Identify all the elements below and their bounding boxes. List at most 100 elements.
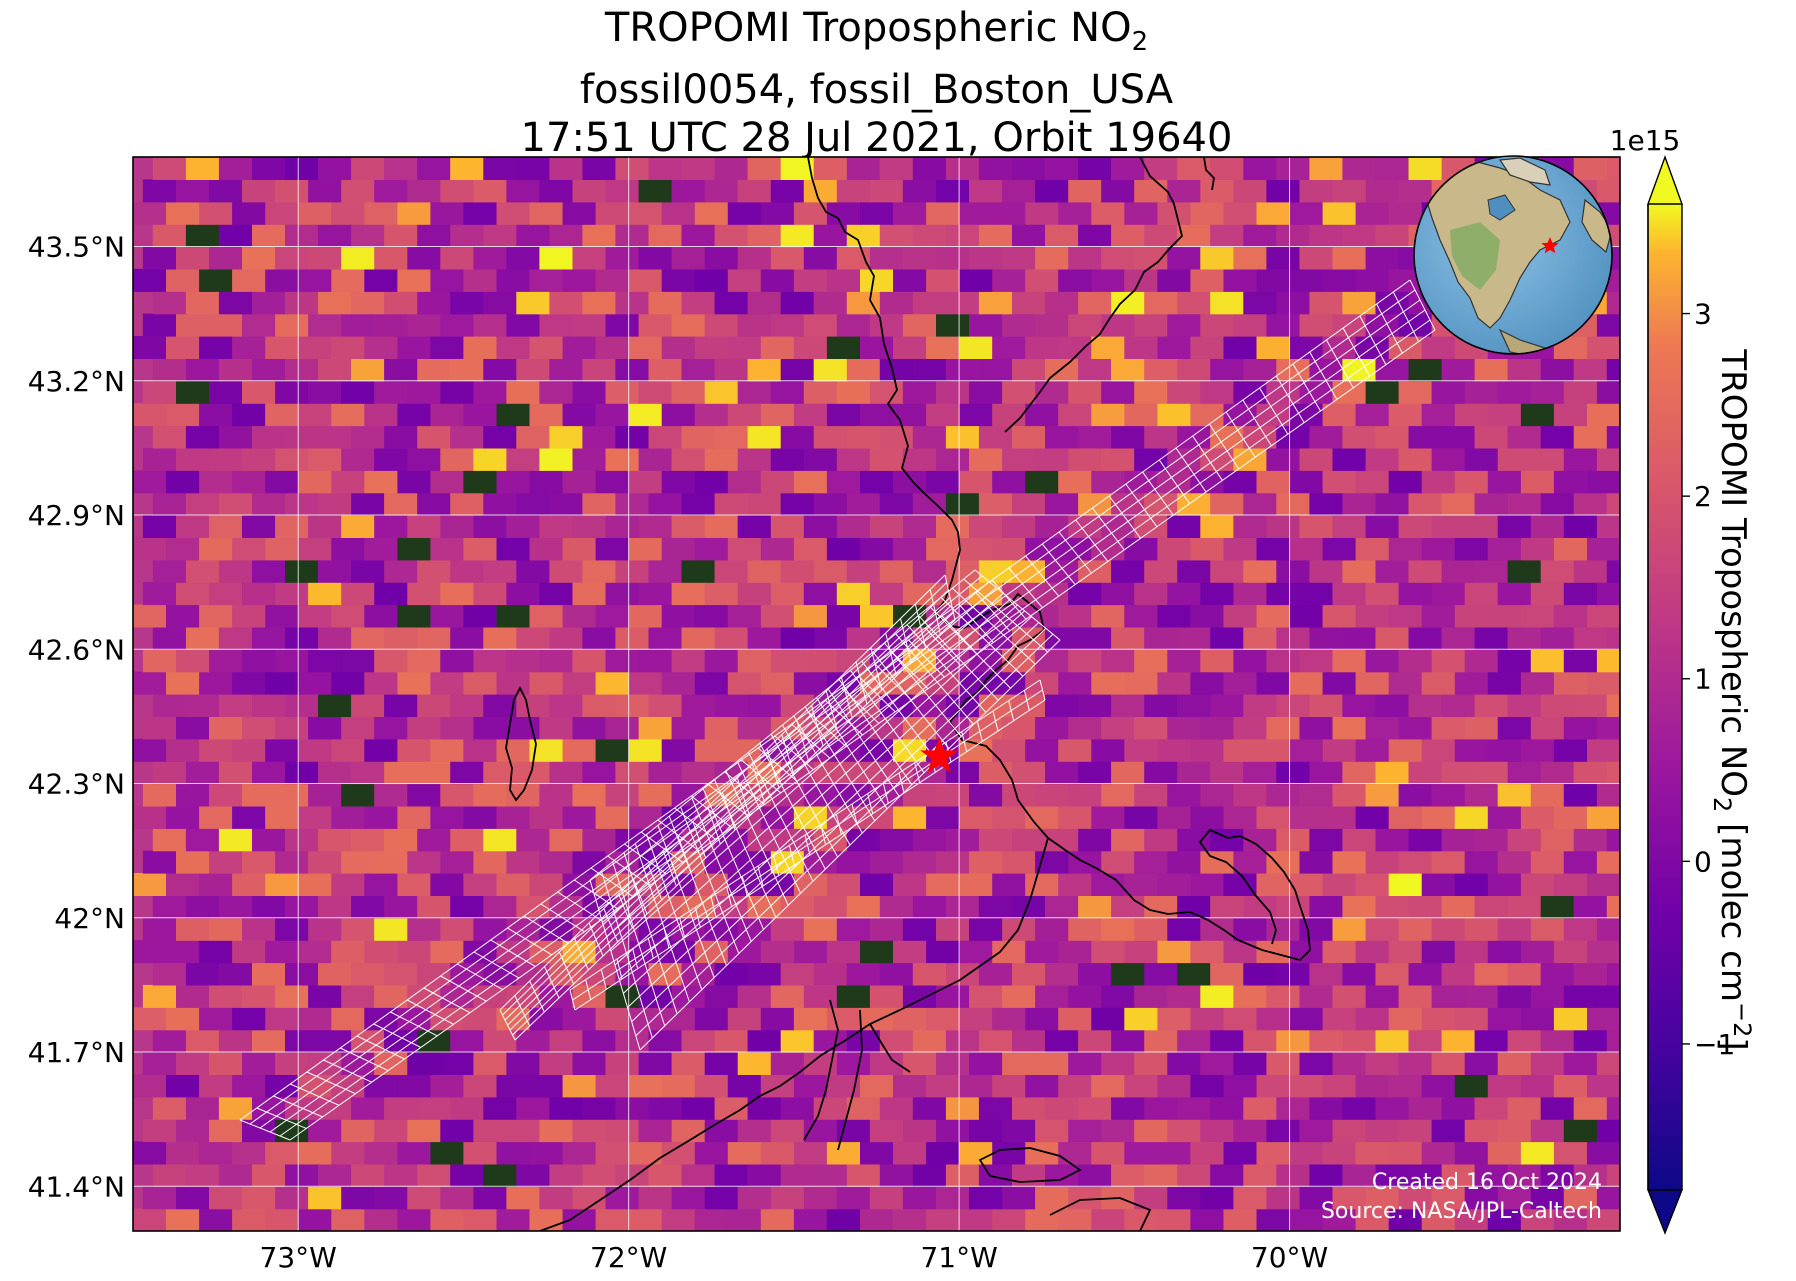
no2-pixel (1497, 716, 1532, 740)
globe-outline (1413, 155, 1613, 355)
no2-pixel (628, 470, 663, 494)
no2-pixel (1111, 828, 1145, 852)
no2-pixel (836, 1052, 871, 1075)
no2-pixel (661, 1074, 696, 1098)
no2-pixel (166, 201, 200, 225)
no2-pixel (450, 1096, 484, 1120)
no2-pixel (440, 716, 474, 740)
no2-pixel (549, 626, 583, 650)
no2-pixel (926, 1208, 960, 1231)
no2-pixel (959, 1007, 993, 1031)
no2-pixel (1144, 559, 1178, 583)
no2-pixel (1540, 358, 1575, 382)
no2-pixel (1553, 1208, 1588, 1231)
no2-pixel (417, 828, 451, 852)
no2-pixel (440, 783, 474, 807)
no2-pixel (252, 1096, 286, 1120)
no2-pixel (516, 291, 550, 315)
no2-pixel (252, 895, 286, 919)
no2-pixel (648, 425, 683, 449)
no2-pixel (936, 850, 970, 874)
no2-pixel (483, 559, 517, 583)
no2-pixel (1553, 1007, 1588, 1031)
no2-pixel (374, 112, 408, 135)
no2-pixel (318, 1029, 352, 1053)
no2-pixel (1540, 962, 1575, 986)
no2-pixel (275, 1119, 309, 1143)
no2-pixel (516, 694, 550, 717)
no2-pixel (285, 224, 319, 248)
no2-pixel (926, 268, 960, 292)
no2-pixel (959, 336, 993, 359)
no2-pixel (1157, 336, 1191, 359)
no2-pixel (176, 515, 210, 538)
no2-pixel (506, 313, 540, 337)
no2-pixel (242, 649, 276, 673)
no2-pixel (595, 268, 630, 292)
no2-pixel (1025, 201, 1059, 225)
no2-pixel (516, 224, 550, 248)
no2-pixel (463, 336, 497, 359)
no2-pixel (1223, 805, 1258, 829)
no2-pixel (770, 649, 805, 673)
no2-pixel (902, 783, 937, 807)
no2-pixel (1673, 157, 1707, 180)
no2-pixel (1045, 828, 1079, 852)
no2-pixel (846, 224, 881, 248)
no2-pixel (936, 246, 970, 270)
no2-pixel (737, 582, 772, 606)
no2-pixel (1012, 492, 1046, 516)
no2-pixel (440, 1052, 474, 1075)
no2-pixel (1398, 917, 1433, 941)
no2-pixel (1078, 224, 1112, 248)
no2-pixel (252, 962, 286, 986)
no2-pixel (1111, 1096, 1145, 1120)
no2-pixel (959, 738, 993, 762)
lat-tick-label: 42°N (54, 902, 125, 935)
no2-pixel (836, 582, 871, 606)
no2-pixel (615, 962, 649, 986)
no2-pixel (506, 917, 540, 941)
no2-pixel (252, 358, 286, 382)
no2-pixel (1553, 873, 1588, 896)
no2-pixel (1441, 828, 1476, 852)
colorbar-tick-label: −1 (1694, 1028, 1735, 1061)
no2-pixel (1243, 291, 1277, 315)
no2-pixel (506, 582, 540, 606)
no2-pixel (1375, 694, 1410, 717)
no2-pixel (860, 537, 894, 561)
no2-pixel (780, 1029, 815, 1053)
no2-pixel (539, 515, 573, 538)
no2-pixel (1587, 403, 1620, 427)
no2-pixel (407, 179, 441, 203)
no2-pixel (1366, 112, 1400, 135)
no2-pixel (496, 873, 531, 896)
no2-pixel (1190, 1007, 1224, 1031)
no2-pixel (803, 984, 838, 1008)
no2-pixel (1520, 157, 1555, 158)
no2-pixel (1035, 917, 1069, 941)
no2-pixel (1487, 604, 1522, 628)
no2-pixel (936, 447, 970, 471)
no2-pixel (826, 537, 861, 561)
no2-pixel (417, 291, 451, 315)
no2-pixel (1223, 336, 1258, 359)
no2-pixel (1002, 447, 1036, 471)
no2-pixel (133, 873, 167, 896)
no2-pixel (1408, 1096, 1443, 1120)
no2-pixel (1497, 1119, 1532, 1143)
no2-pixel (1441, 962, 1476, 986)
no2-pixel (926, 940, 960, 964)
no2-pixel (331, 805, 365, 829)
colorbar-tick-label: 1 (1694, 663, 1712, 696)
no2-pixel (440, 179, 474, 203)
no2-pixel (803, 1052, 838, 1075)
no2-pixel (1210, 559, 1244, 583)
no2-pixel (318, 1163, 352, 1187)
no2-pixel (1540, 1029, 1575, 1053)
no2-pixel (1289, 403, 1324, 427)
no2-pixel (1375, 828, 1410, 852)
no2-pixel (450, 1163, 484, 1187)
map-axis-ticks: 73°W 72°W 71°W 70°W43.5°N43.2°N42.9°N42.6°N… (28, 231, 1329, 1275)
no2-pixel (1200, 447, 1234, 471)
